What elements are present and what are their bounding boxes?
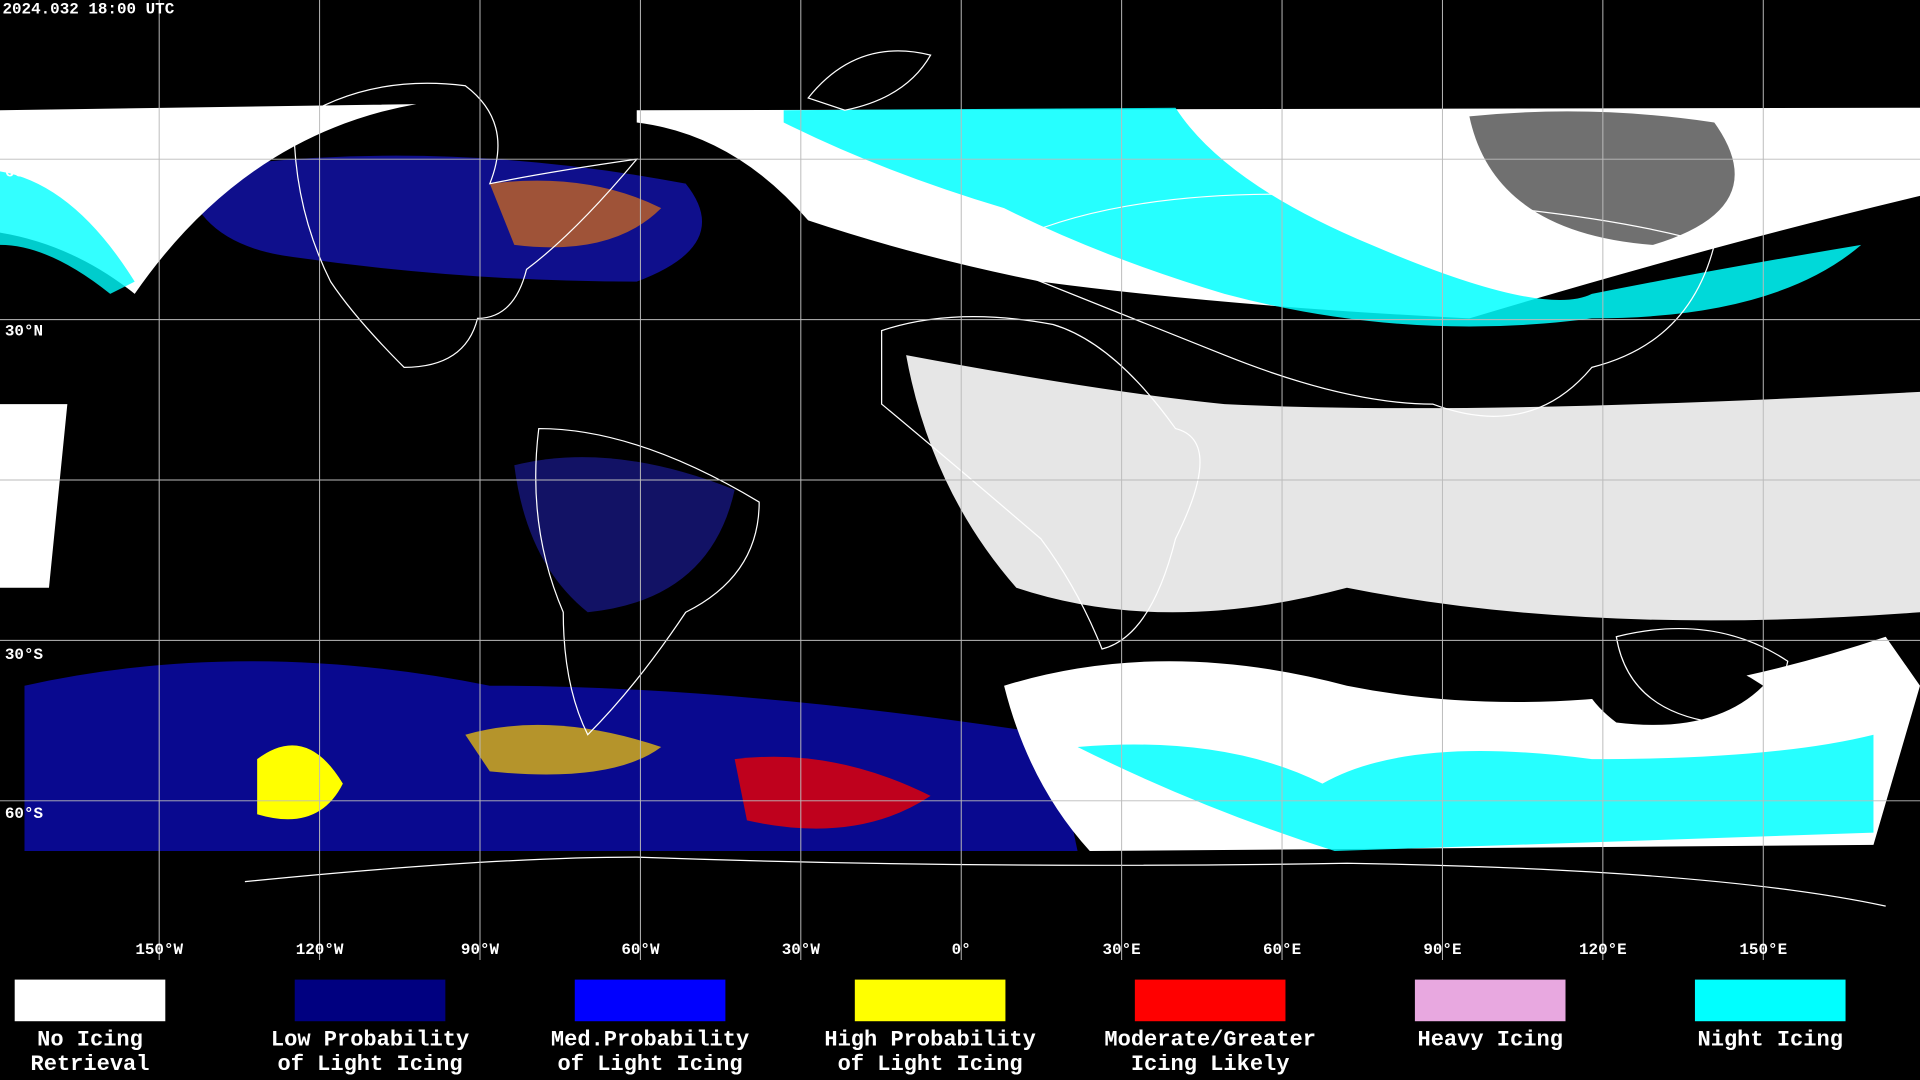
- legend-label: Heavy Icing: [1417, 1028, 1562, 1053]
- legend-label: Icing Likely: [1131, 1052, 1290, 1077]
- coast-antarctica: [244, 856, 1886, 907]
- timestamp: 2024.032 18:00 UTC: [2, 0, 174, 18]
- lon-label: 0°: [952, 941, 971, 959]
- coast-south-america: [535, 427, 760, 736]
- imagery: [0, 104, 1920, 852]
- coast-greenland: [807, 50, 932, 111]
- coast-africa: [881, 316, 1201, 650]
- lon-label: 150°W: [135, 941, 183, 959]
- graticule: [0, 0, 1920, 960]
- icing-red: [734, 756, 931, 829]
- legend-swatch: [574, 979, 726, 1022]
- lat-label: 30°S: [5, 646, 44, 664]
- sa-icing: [514, 457, 735, 613]
- legend-label: of Light Icing: [558, 1052, 743, 1077]
- lon-label: 30°E: [1103, 941, 1141, 959]
- clear-patch: [1577, 636, 1764, 725]
- coast-north-america: [293, 82, 639, 368]
- lat-label: 30°N: [5, 323, 43, 341]
- legend-swatch: [1694, 979, 1846, 1022]
- lon-label: 90°E: [1423, 941, 1461, 959]
- lon-label: 120°E: [1579, 941, 1627, 959]
- lon-label: 30°W: [782, 941, 821, 959]
- legend-label: Night Icing: [1698, 1028, 1843, 1053]
- lon-label: 90°W: [461, 941, 500, 959]
- lat-label: 60°N: [5, 163, 43, 181]
- no-icing: [906, 355, 1920, 621]
- legend-label: High Probability: [824, 1028, 1036, 1053]
- lon-label: 60°E: [1263, 941, 1301, 959]
- legend-label: of Light Icing: [277, 1052, 462, 1077]
- night-icing: [0, 171, 135, 294]
- no-icing: [0, 404, 68, 588]
- lon-label: 120°W: [296, 941, 344, 959]
- legend-label: No Icing: [37, 1028, 143, 1053]
- legend-label: Med.Probability: [551, 1028, 749, 1053]
- legend-swatch: [294, 979, 446, 1022]
- night-icing: [783, 107, 1862, 327]
- lat-label: 60°S: [5, 805, 44, 823]
- legend-swatch: [1414, 979, 1566, 1022]
- legend-label: Moderate/Greater: [1104, 1028, 1316, 1053]
- legend-swatch: [14, 979, 166, 1022]
- coastlines: [244, 50, 1886, 907]
- icing-orange: [489, 180, 662, 248]
- coast-eurasia: [978, 193, 1716, 417]
- legend-label: of Light Icing: [838, 1052, 1023, 1077]
- lon-label: 150°E: [1739, 941, 1787, 959]
- legend-label: Low Probability: [271, 1028, 469, 1053]
- night-icing: [1077, 734, 1874, 852]
- icing-yellow: [465, 724, 662, 775]
- legend-swatch: [1134, 979, 1286, 1022]
- legend-swatch: [854, 979, 1006, 1022]
- coast-australia: [1615, 628, 1789, 724]
- legend-label: Retrieval: [31, 1052, 150, 1077]
- lon-label: 60°W: [621, 941, 660, 959]
